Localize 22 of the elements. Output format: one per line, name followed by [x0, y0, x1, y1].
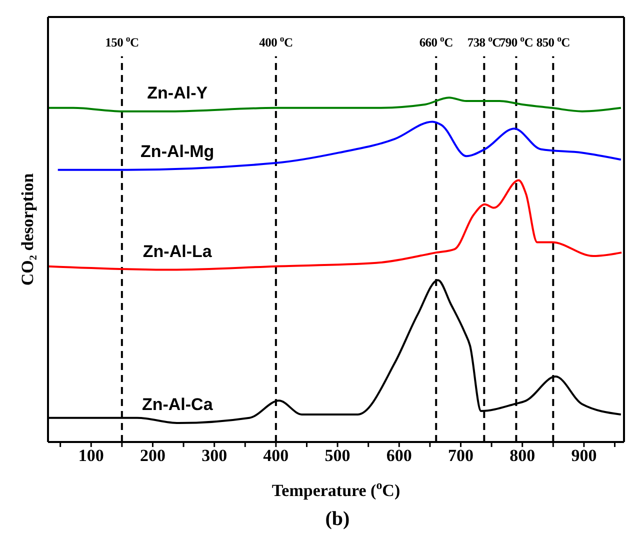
ref-line-label: 660 $^{o}$C [419, 33, 454, 50]
series-label: Zn-Al-Mg [140, 142, 214, 162]
series-label: Zn-Al-La [142, 242, 212, 261]
x-tick-label: 100 [78, 446, 104, 466]
x-tick-label: 400 [263, 446, 289, 466]
x-tick-label: 800 [510, 446, 536, 466]
ref-line-label: 150 $^{o}$C [105, 33, 139, 50]
x-tick-label: 200 [140, 446, 166, 466]
x-tick-label: 300 [202, 446, 228, 466]
x-axis-title: Temperature ($^{o}$C) [272, 478, 400, 500]
x-tick-label: 600 [386, 446, 412, 466]
ref-line-label: 850 $^{o}$C [536, 33, 570, 50]
x-tick-label: 500 [324, 446, 350, 466]
ref-line-label: 790 $^{o}$C [499, 33, 534, 50]
ref-line-label: 400 $^{o}$C [259, 33, 293, 50]
x-tick-label: 700 [448, 446, 474, 466]
series-label: Zn-Al-Ca [142, 395, 214, 414]
text: (b) [324, 508, 351, 531]
x-tick-label: 900 [571, 446, 597, 466]
y-axis-title: CO₂ desorption [18, 172, 38, 286]
series-label: Zn-Al-Y [147, 83, 208, 102]
ref-line-label: 738 $^{o}$C [467, 33, 502, 50]
